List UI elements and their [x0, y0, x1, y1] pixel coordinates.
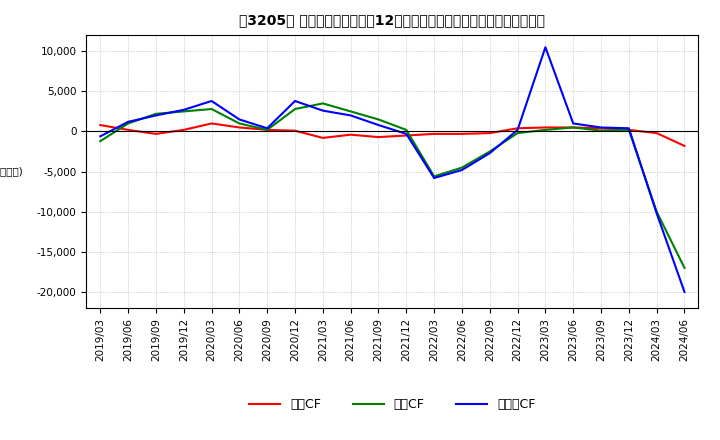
フリーCF	[152, 113, 161, 118]
フリーCF	[346, 113, 355, 118]
営業CF	[291, 128, 300, 133]
営業CF	[124, 127, 132, 132]
営業CF	[513, 126, 522, 131]
営業CF	[346, 132, 355, 137]
フリーCF	[485, 150, 494, 156]
投資CF	[680, 265, 689, 271]
フリーCF	[680, 290, 689, 295]
Y-axis label: (百万円): (百万円)	[0, 167, 22, 176]
投資CF	[485, 149, 494, 154]
フリーCF	[513, 127, 522, 132]
投資CF	[652, 209, 661, 214]
投資CF	[541, 127, 550, 132]
営業CF	[430, 131, 438, 136]
投資CF	[318, 101, 327, 106]
投資CF	[291, 106, 300, 112]
Legend: 営業CF, 投資CF, フリーCF: 営業CF, 投資CF, フリーCF	[244, 393, 541, 416]
Line: 営業CF: 営業CF	[100, 124, 685, 146]
フリーCF	[207, 99, 216, 104]
営業CF	[652, 130, 661, 136]
投資CF	[430, 174, 438, 179]
営業CF	[152, 131, 161, 136]
フリーCF	[458, 167, 467, 172]
投資CF	[263, 127, 271, 132]
フリーCF	[374, 122, 383, 128]
フリーCF	[402, 131, 410, 136]
投資CF	[179, 109, 188, 114]
Line: 投資CF: 投資CF	[100, 103, 685, 268]
営業CF	[318, 135, 327, 140]
投資CF	[207, 106, 216, 112]
Title: ［3205］ キャッシュフローの12か月移動合計の対前年同期増減額の推移: ［3205］ キャッシュフローの12か月移動合計の対前年同期増減額の推移	[239, 13, 546, 27]
フリーCF	[541, 44, 550, 50]
フリーCF	[569, 121, 577, 126]
投資CF	[513, 130, 522, 136]
Line: フリーCF: フリーCF	[100, 47, 685, 292]
投資CF	[597, 128, 606, 133]
営業CF	[96, 122, 104, 128]
営業CF	[179, 127, 188, 132]
フリーCF	[624, 126, 633, 131]
フリーCF	[652, 211, 661, 216]
営業CF	[263, 127, 271, 132]
フリーCF	[263, 126, 271, 131]
営業CF	[541, 125, 550, 130]
投資CF	[346, 109, 355, 114]
フリーCF	[179, 107, 188, 113]
フリーCF	[291, 99, 300, 104]
フリーCF	[96, 134, 104, 139]
営業CF	[569, 125, 577, 130]
投資CF	[374, 117, 383, 122]
投資CF	[152, 111, 161, 117]
営業CF	[624, 127, 633, 132]
投資CF	[569, 125, 577, 130]
営業CF	[235, 125, 243, 130]
営業CF	[485, 130, 494, 136]
営業CF	[458, 131, 467, 136]
投資CF	[124, 121, 132, 126]
フリーCF	[430, 176, 438, 181]
営業CF	[680, 143, 689, 149]
投資CF	[624, 127, 633, 132]
投資CF	[402, 127, 410, 132]
投資CF	[458, 165, 467, 170]
営業CF	[597, 126, 606, 131]
フリーCF	[318, 108, 327, 113]
フリーCF	[235, 117, 243, 122]
営業CF	[374, 135, 383, 140]
フリーCF	[124, 119, 132, 125]
投資CF	[235, 121, 243, 126]
フリーCF	[597, 125, 606, 130]
投資CF	[96, 139, 104, 144]
営業CF	[402, 133, 410, 138]
営業CF	[207, 121, 216, 126]
